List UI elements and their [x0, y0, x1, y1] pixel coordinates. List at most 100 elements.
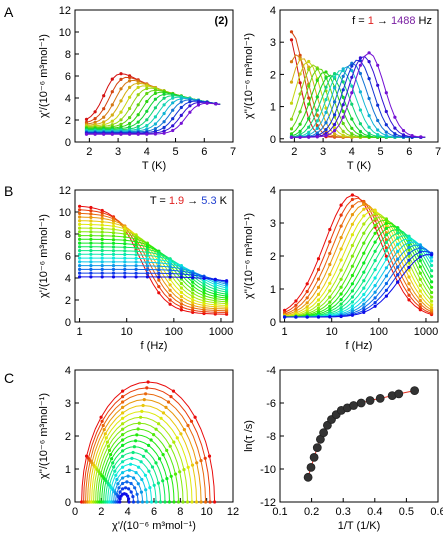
series-marker [315, 78, 319, 82]
series-marker [166, 400, 171, 404]
series-marker [179, 294, 183, 299]
series-marker [78, 241, 82, 245]
series-marker [136, 120, 140, 124]
series-marker [213, 500, 217, 504]
series-marker [350, 304, 354, 308]
series-marker [418, 244, 422, 248]
series-marker [114, 473, 118, 477]
series-marker [140, 500, 145, 504]
series-marker [289, 30, 294, 34]
series-marker [182, 468, 186, 472]
series-marker [418, 305, 422, 309]
series-marker [123, 271, 127, 275]
series-marker [373, 290, 377, 294]
x-tick-label: 8 [177, 506, 183, 518]
series-marker [121, 405, 125, 409]
y-axis-label: χ''/(10⁻⁶ m³mol⁻¹) [38, 393, 50, 479]
series-marker [145, 260, 149, 264]
series-marker [168, 444, 172, 448]
series-marker [333, 86, 337, 90]
series-marker [111, 219, 116, 223]
series-marker [78, 271, 82, 275]
series-marker [161, 479, 165, 483]
series-marker [134, 256, 138, 260]
series-marker [149, 438, 153, 442]
series-marker [350, 273, 354, 278]
series-marker [373, 249, 377, 253]
y-tick-label: 10 [59, 27, 71, 39]
series-marker [384, 123, 388, 127]
series-marker [100, 275, 104, 279]
series-marker [384, 109, 388, 114]
series-marker [362, 279, 366, 283]
series-marker [145, 118, 149, 122]
series-marker [89, 219, 93, 223]
series-marker [350, 313, 354, 317]
series-marker [350, 197, 354, 202]
series-marker [362, 270, 366, 274]
series-marker [124, 486, 128, 490]
series-marker [430, 255, 434, 259]
series-marker [159, 416, 163, 420]
series-marker [134, 264, 138, 268]
series-marker [341, 109, 345, 113]
series-marker [153, 115, 157, 119]
series-marker [328, 262, 332, 267]
series-marker [358, 133, 362, 137]
series-marker [127, 468, 131, 472]
series-marker [376, 63, 380, 67]
series-marker [213, 287, 217, 291]
series-marker [147, 469, 151, 473]
series-marker [145, 257, 149, 261]
series-marker [339, 224, 343, 228]
series-marker [136, 113, 140, 117]
series-marker [100, 220, 104, 224]
data-point [349, 401, 359, 410]
series-marker [362, 231, 366, 235]
series-marker [294, 299, 298, 303]
series-marker [373, 212, 377, 216]
series-line [79, 220, 227, 308]
series-marker [149, 500, 154, 504]
x-tick-label: 1 [282, 326, 288, 338]
series-marker [339, 247, 343, 251]
series-marker [78, 230, 82, 234]
series-marker [350, 295, 354, 299]
x-tick-label: 100 [370, 326, 388, 338]
series-marker [384, 254, 388, 258]
series-marker [153, 91, 157, 95]
series-marker [123, 249, 127, 253]
series-marker [350, 282, 354, 286]
series-marker [150, 465, 155, 469]
series-marker [213, 292, 217, 296]
series-marker [190, 500, 194, 504]
series-marker [93, 110, 97, 114]
y-axis-label: χ'/(10⁻⁶ m³mol⁻¹) [38, 214, 50, 298]
series-marker [158, 457, 162, 461]
series-marker [100, 264, 104, 268]
series-marker [384, 246, 388, 250]
series-marker [225, 279, 229, 283]
series-marker [305, 289, 309, 294]
legend-from: 1.9 [169, 195, 184, 207]
series-marker [110, 113, 114, 117]
series-marker [430, 280, 434, 284]
series-marker [134, 235, 138, 239]
series-marker [350, 289, 354, 293]
series-marker [111, 488, 115, 492]
series-marker [130, 456, 134, 460]
series-line [284, 203, 432, 316]
series-marker [181, 500, 185, 504]
series-marker [93, 132, 97, 136]
series-marker [153, 132, 157, 136]
y-tick-label: 0 [270, 317, 276, 329]
series-marker [157, 422, 161, 426]
series-marker [393, 132, 397, 136]
series-marker [168, 265, 172, 269]
series-marker [116, 482, 120, 486]
series-marker [307, 84, 311, 88]
series-marker [333, 134, 337, 138]
series-marker [110, 132, 114, 136]
series-marker [121, 481, 125, 486]
series-marker [324, 76, 328, 80]
